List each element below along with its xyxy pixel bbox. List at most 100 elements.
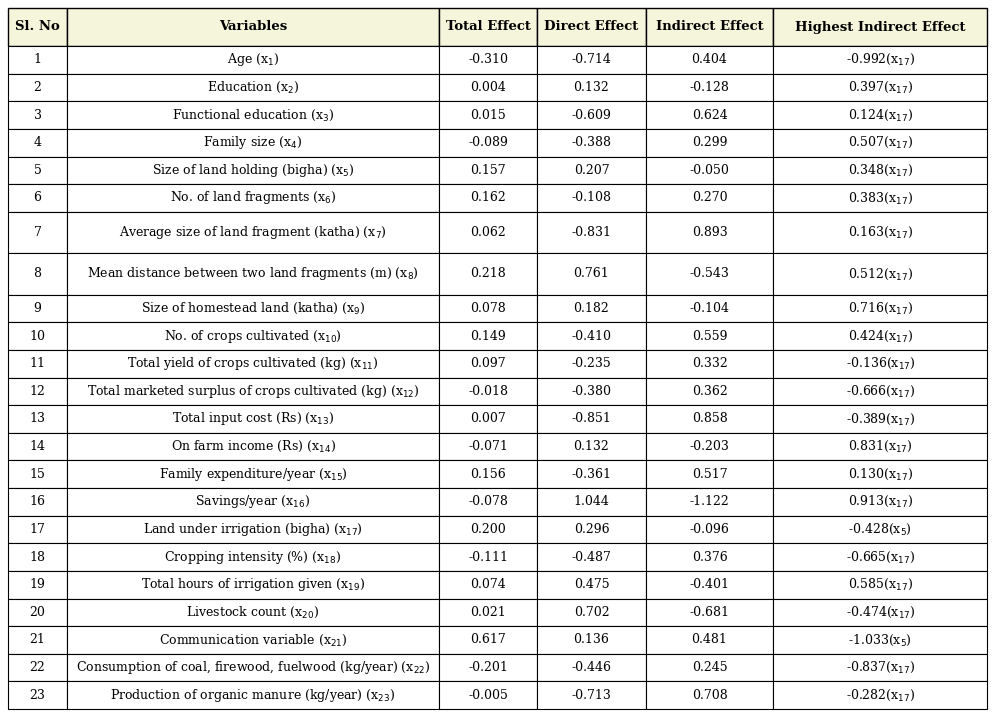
Text: -0.050: -0.050 xyxy=(689,163,729,177)
Bar xyxy=(772,212,986,253)
Text: -0.111: -0.111 xyxy=(468,551,508,564)
Bar xyxy=(645,433,772,460)
Bar xyxy=(8,654,67,681)
Text: -0.713: -0.713 xyxy=(571,689,610,702)
Bar xyxy=(67,8,438,46)
Text: 0.296: 0.296 xyxy=(574,523,608,536)
Bar xyxy=(438,156,537,184)
Bar xyxy=(772,184,986,212)
Text: Total hours of irrigation given (x$_{19}$): Total hours of irrigation given (x$_{19}… xyxy=(141,576,365,593)
Bar xyxy=(67,156,438,184)
Bar xyxy=(772,626,986,654)
Bar xyxy=(537,129,645,156)
Text: 0.132: 0.132 xyxy=(573,81,608,94)
Bar xyxy=(645,74,772,101)
Bar xyxy=(8,433,67,460)
Bar xyxy=(645,322,772,350)
Bar xyxy=(537,295,645,322)
Text: -0.837(x$_{17}$): -0.837(x$_{17}$) xyxy=(845,660,913,675)
Text: 0.424(x$_{17}$): 0.424(x$_{17}$) xyxy=(847,328,911,343)
Bar xyxy=(67,654,438,681)
Bar xyxy=(537,433,645,460)
Text: 0.702: 0.702 xyxy=(574,606,608,619)
Bar xyxy=(772,571,986,599)
Bar xyxy=(537,654,645,681)
Text: 19: 19 xyxy=(30,578,46,592)
Text: 0.585(x$_{17}$): 0.585(x$_{17}$) xyxy=(847,577,911,592)
Bar xyxy=(772,74,986,101)
Bar xyxy=(67,212,438,253)
Text: -0.714: -0.714 xyxy=(571,53,610,66)
Bar xyxy=(438,212,537,253)
Bar xyxy=(67,377,438,405)
Bar xyxy=(67,184,438,212)
Text: 0.348(x$_{17}$): 0.348(x$_{17}$) xyxy=(847,163,911,178)
Bar xyxy=(8,571,67,599)
Bar xyxy=(537,101,645,129)
Bar xyxy=(67,405,438,433)
Bar xyxy=(67,571,438,599)
Bar xyxy=(772,599,986,626)
Bar xyxy=(8,488,67,516)
Text: 0.708: 0.708 xyxy=(691,689,727,702)
Bar xyxy=(67,129,438,156)
Text: 0.200: 0.200 xyxy=(470,523,506,536)
Bar xyxy=(438,8,537,46)
Bar xyxy=(8,516,67,543)
Bar xyxy=(772,543,986,571)
Text: 0.332: 0.332 xyxy=(691,357,727,370)
Text: 0.163(x$_{17}$): 0.163(x$_{17}$) xyxy=(847,225,911,240)
Text: Functional education (x$_3$): Functional education (x$_3$) xyxy=(172,108,334,123)
Text: -0.089: -0.089 xyxy=(468,136,508,149)
Bar xyxy=(8,377,67,405)
Bar xyxy=(772,129,986,156)
Text: -0.851: -0.851 xyxy=(571,412,610,425)
Bar xyxy=(8,74,67,101)
Bar xyxy=(67,101,438,129)
Bar xyxy=(438,681,537,709)
Text: 6: 6 xyxy=(34,191,42,204)
Text: 0.218: 0.218 xyxy=(470,267,506,280)
Text: 0.124(x$_{17}$): 0.124(x$_{17}$) xyxy=(847,108,911,123)
Bar xyxy=(8,253,67,295)
Bar xyxy=(645,212,772,253)
Text: Variables: Variables xyxy=(219,21,287,34)
Text: 18: 18 xyxy=(30,551,46,564)
Bar xyxy=(645,129,772,156)
Text: 0.481: 0.481 xyxy=(691,633,727,647)
Bar xyxy=(645,377,772,405)
Text: 0.624: 0.624 xyxy=(691,108,727,122)
Bar xyxy=(438,626,537,654)
Text: 13: 13 xyxy=(30,412,46,425)
Bar xyxy=(438,460,537,488)
Text: 12: 12 xyxy=(30,385,46,398)
Text: 0.858: 0.858 xyxy=(691,412,727,425)
Bar xyxy=(645,488,772,516)
Bar xyxy=(8,156,67,184)
Text: -0.282(x$_{17}$): -0.282(x$_{17}$) xyxy=(845,688,913,703)
Bar xyxy=(438,405,537,433)
Text: -0.104: -0.104 xyxy=(689,302,729,315)
Bar xyxy=(772,460,986,488)
Bar xyxy=(67,460,438,488)
Text: -0.428(x$_5$): -0.428(x$_5$) xyxy=(848,522,911,537)
Text: 16: 16 xyxy=(30,495,46,508)
Text: Education (x$_2$): Education (x$_2$) xyxy=(207,80,299,95)
Bar xyxy=(8,46,67,74)
Bar xyxy=(537,626,645,654)
Text: 9: 9 xyxy=(34,302,42,315)
Text: -0.609: -0.609 xyxy=(571,108,610,122)
Bar xyxy=(8,295,67,322)
Text: Land under irrigation (bigha) (x$_{17}$): Land under irrigation (bigha) (x$_{17}$) xyxy=(143,521,363,538)
Bar xyxy=(537,8,645,46)
Bar xyxy=(537,350,645,377)
Bar xyxy=(438,46,537,74)
Bar xyxy=(537,74,645,101)
Bar xyxy=(645,101,772,129)
Bar xyxy=(67,322,438,350)
Bar xyxy=(537,460,645,488)
Text: 0.617: 0.617 xyxy=(470,633,506,647)
Bar xyxy=(772,322,986,350)
Bar xyxy=(645,8,772,46)
Bar xyxy=(537,253,645,295)
